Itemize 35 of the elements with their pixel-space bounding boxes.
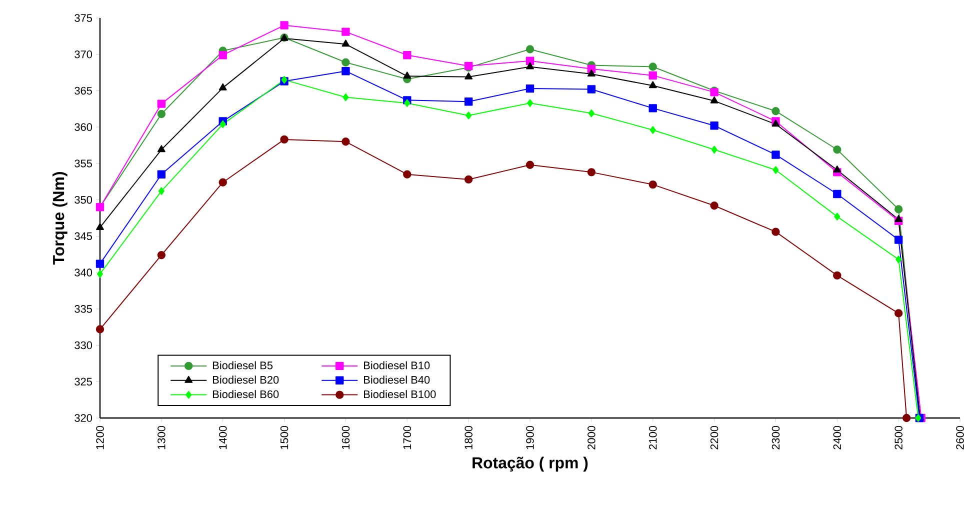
x-tick-label: 1700 — [403, 426, 412, 450]
x-tick-label: 1300 — [158, 426, 166, 450]
y-tick-label: 345 — [74, 232, 92, 240]
y-tick-label: 320 — [74, 414, 92, 422]
x-tick-label: 2100 — [648, 426, 657, 450]
x-axis-title: Rotação ( rpm ) — [472, 456, 588, 472]
x-tick-label: 1600 — [342, 426, 350, 450]
y-tick-label: 350 — [74, 196, 92, 204]
x-tick-label: 2000 — [588, 426, 596, 450]
x-tick-label: 1900 — [526, 426, 534, 450]
x-tick-label: 2300 — [772, 426, 780, 450]
x-tick-label: 2200 — [710, 426, 718, 450]
y-tick-label: 355 — [74, 160, 92, 168]
y-tick-label: 365 — [74, 86, 92, 95]
y-tick-label: 370 — [74, 50, 92, 58]
legend-label: Biodiesel B10 — [364, 361, 430, 370]
x-tick-label: 1200 — [96, 426, 104, 450]
x-tick-label: 2400 — [833, 426, 842, 450]
x-tick-label: 1500 — [280, 426, 288, 450]
legend-label: Biodiesel B100 — [364, 390, 436, 398]
y-tick-label: 330 — [74, 341, 92, 350]
y-tick-label: 325 — [74, 378, 92, 386]
y-tick-label: 335 — [74, 305, 92, 313]
legend-label: Biodiesel B20 — [213, 376, 279, 384]
legend-label: Biodiesel B5 — [213, 361, 273, 370]
x-tick-label: 1800 — [464, 426, 472, 450]
y-tick-label: 375 — [74, 14, 92, 22]
x-tick-label: 2500 — [894, 426, 902, 450]
x-tick-label: 1400 — [218, 426, 227, 450]
y-tick-label: 360 — [74, 123, 92, 131]
y-tick-label: 340 — [74, 268, 92, 276]
x-tick-label: 2600 — [956, 426, 964, 450]
legend-label: Biodiesel B40 — [364, 376, 430, 384]
legend-label: Biodiesel B60 — [213, 390, 279, 398]
y-axis-title: Torque (Nm) — [52, 172, 68, 265]
